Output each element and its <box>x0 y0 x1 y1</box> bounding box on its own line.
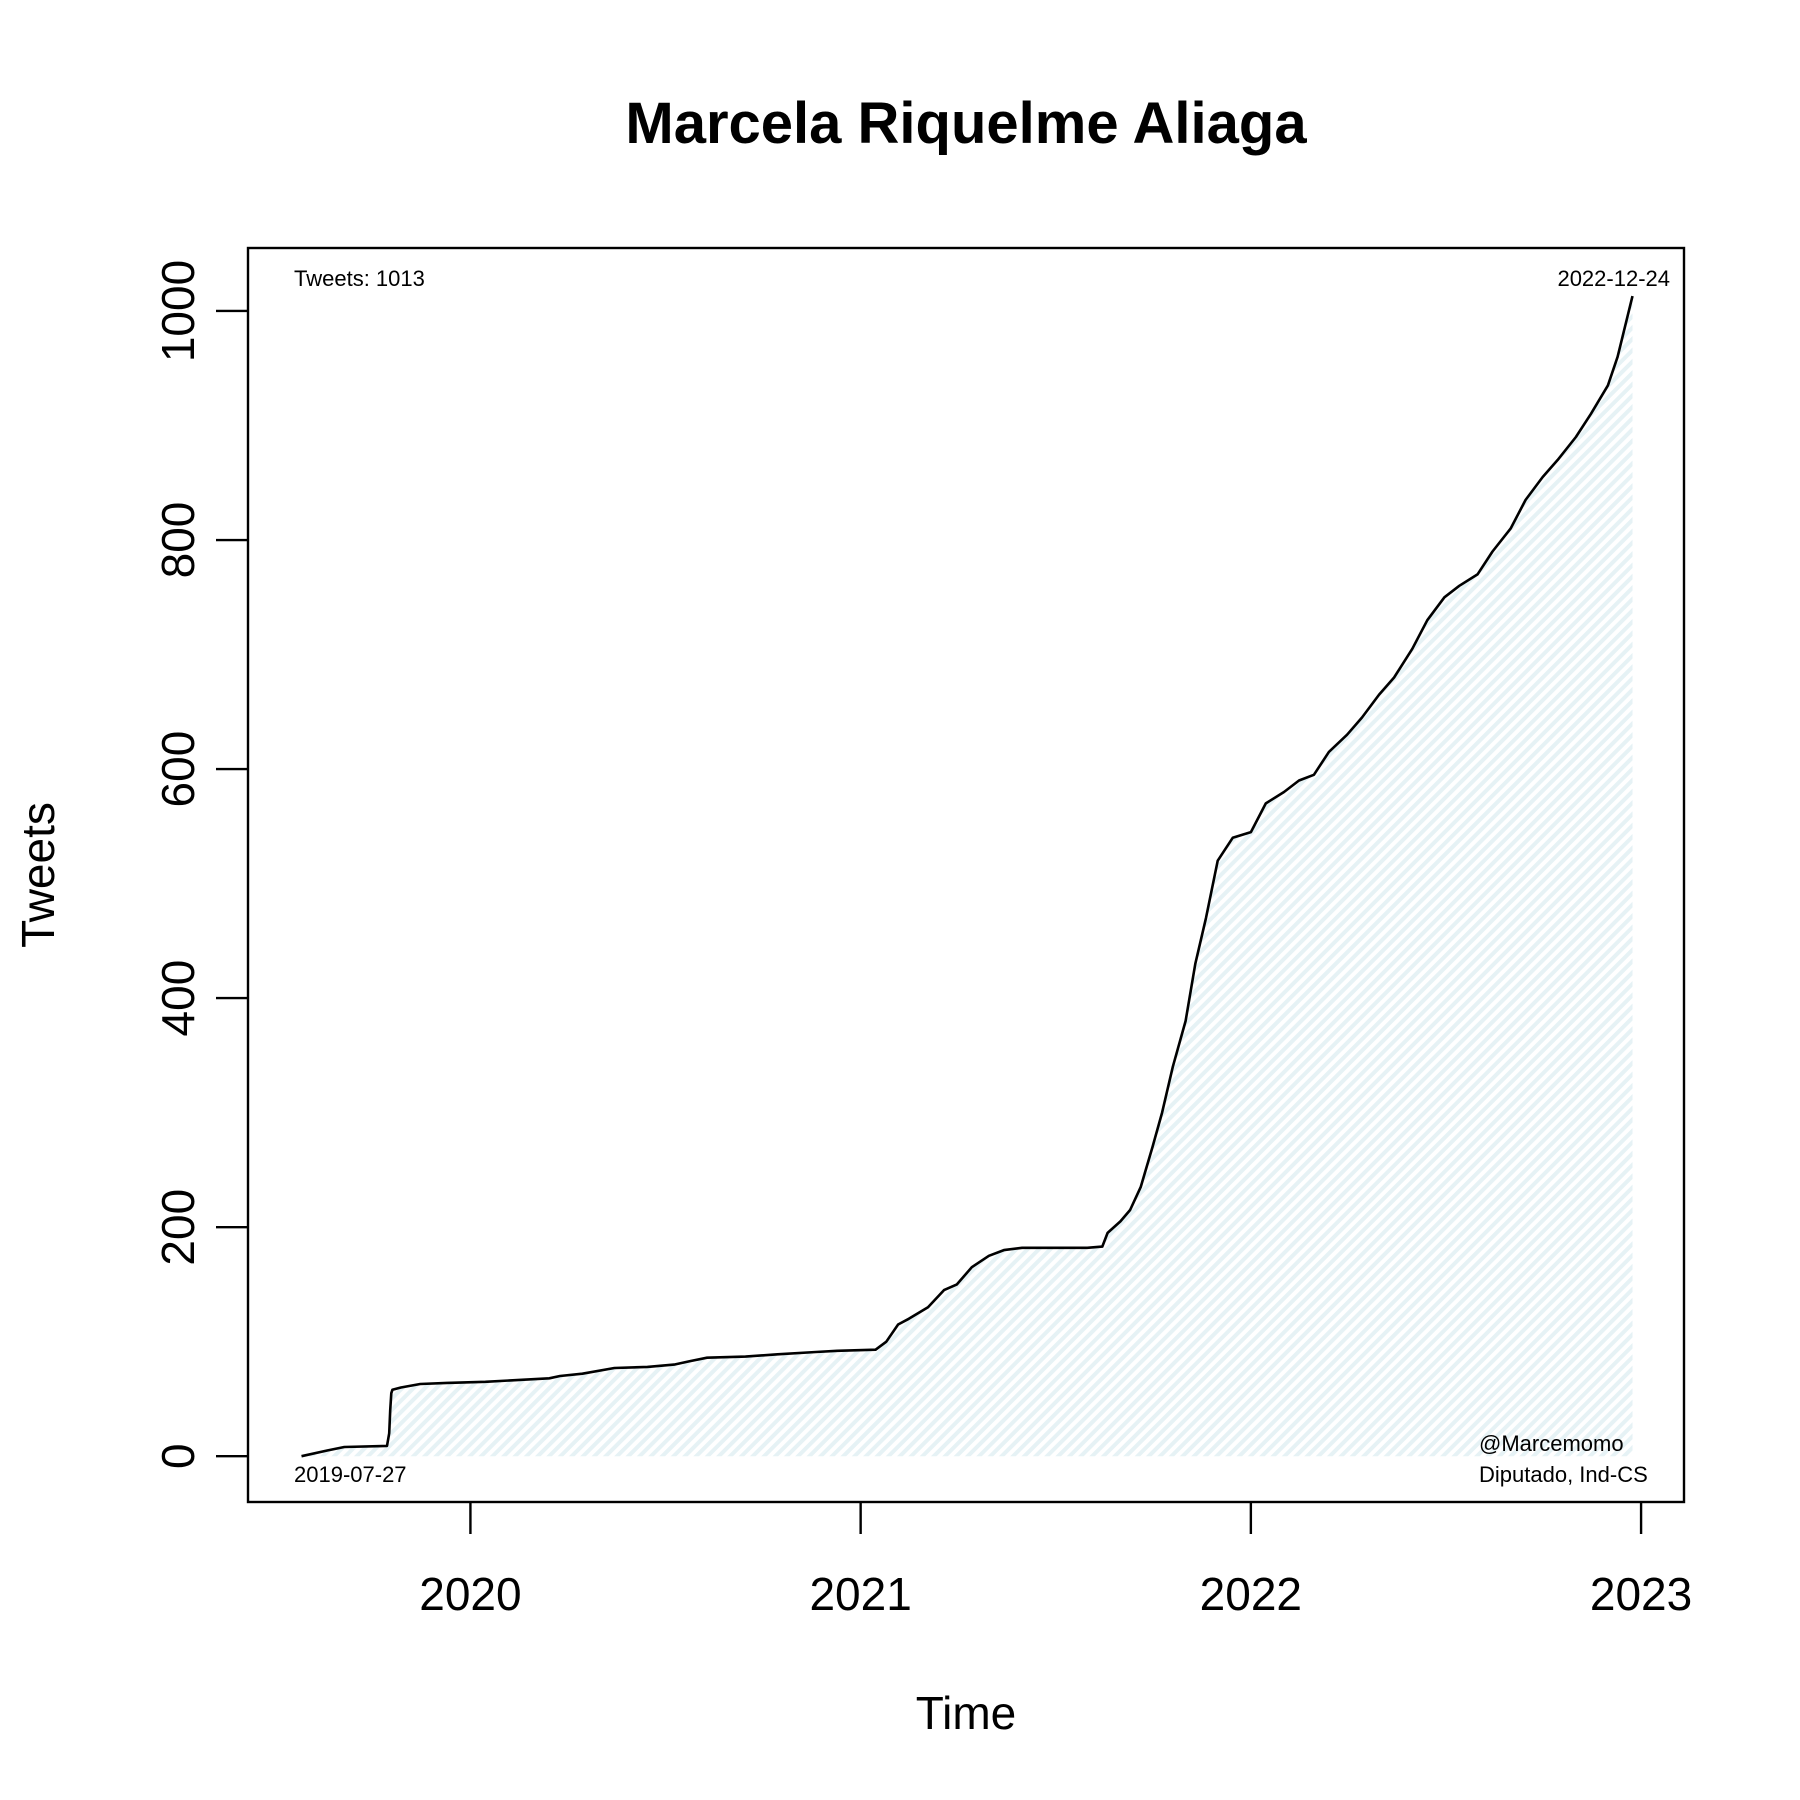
series-line <box>301 295 1634 1458</box>
handle-annotation: @Marcemomo <box>1479 1431 1624 1456</box>
start-date-annotation: 2019-07-27 <box>294 1462 407 1487</box>
y-tick-label: 800 <box>152 502 204 579</box>
end-date-annotation: 2022-12-24 <box>1557 266 1670 291</box>
y-tick-label: 400 <box>152 960 204 1037</box>
x-tick-label: 2023 <box>1590 1568 1692 1620</box>
tweet-count-annotation: Tweets: 1013 <box>294 266 425 291</box>
area-fill <box>301 296 1633 1457</box>
chart-title: Marcela Riquelme Aliaga <box>625 91 1307 156</box>
x-tick-label: 2022 <box>1200 1568 1302 1620</box>
x-axis: 2020 2021 2022 2023 <box>419 1502 1692 1620</box>
y-tick-label: 200 <box>152 1189 204 1266</box>
x-tick-label: 2020 <box>419 1568 521 1620</box>
plot-frame <box>246 246 1686 1504</box>
y-tick-label: 1000 <box>152 260 204 362</box>
y-axis: 0 200 400 600 800 1000 <box>152 260 248 1469</box>
y-tick-label: 0 <box>152 1443 204 1469</box>
role-annotation: Diputado, Ind-CS <box>1479 1462 1648 1487</box>
plot-area <box>246 246 1686 1504</box>
x-tick-label: 2021 <box>809 1568 911 1620</box>
y-axis-label: Tweets <box>12 802 64 948</box>
y-tick-label: 600 <box>152 731 204 808</box>
x-axis-label: Time <box>916 1687 1017 1739</box>
